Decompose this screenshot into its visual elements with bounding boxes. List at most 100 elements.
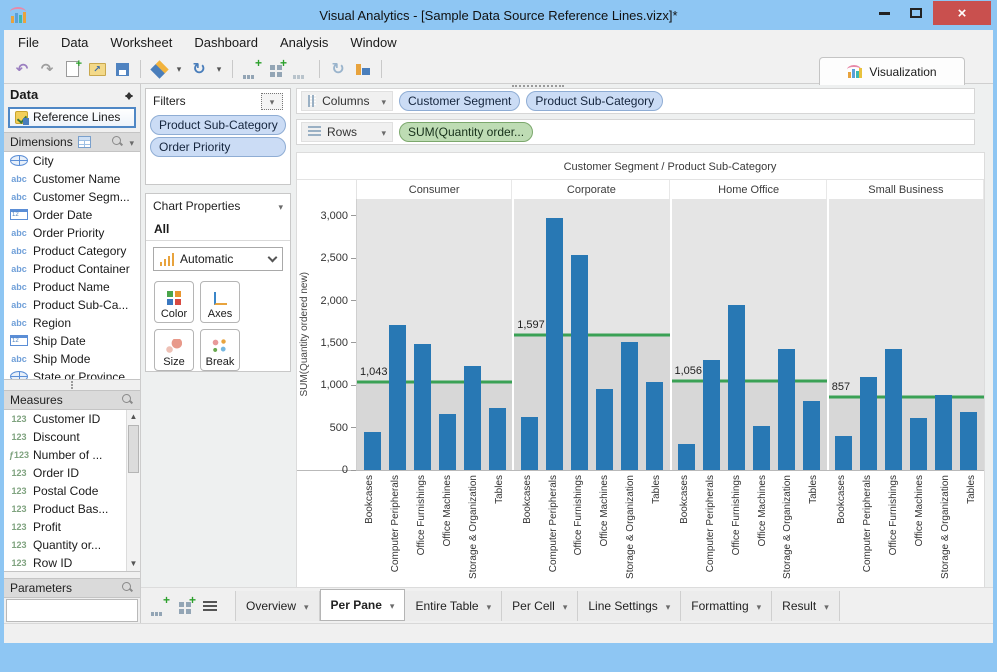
- measure-item[interactable]: Order ID: [4, 464, 140, 482]
- measure-item[interactable]: Discount: [4, 428, 140, 446]
- splitter-handle[interactable]: [512, 85, 564, 89]
- tab-visualization[interactable]: Visualization: [819, 57, 965, 85]
- bar[interactable]: [620, 342, 638, 470]
- x-category-label[interactable]: Computer Peripherals: [704, 475, 716, 573]
- dimension-item[interactable]: Ship Date: [4, 332, 140, 350]
- dimension-item[interactable]: Product Sub-Ca...: [4, 296, 140, 314]
- filter-pill-product-sub-category[interactable]: Product Sub-Category: [150, 115, 286, 135]
- x-category-label[interactable]: Computer Peripherals: [390, 475, 402, 573]
- bar[interactable]: [463, 365, 481, 470]
- dimension-item[interactable]: Order Date: [4, 206, 140, 224]
- bar[interactable]: [645, 381, 663, 470]
- tab-per-cell[interactable]: Per Cell: [502, 590, 579, 621]
- bar[interactable]: [488, 407, 506, 470]
- reference-line[interactable]: [357, 380, 513, 384]
- bar[interactable]: [520, 416, 538, 470]
- x-category-label[interactable]: Bookcases: [364, 475, 376, 524]
- data-source-reference-lines[interactable]: Reference Lines: [8, 106, 136, 129]
- columns-pill-customer-segment[interactable]: Customer Segment: [399, 91, 521, 111]
- menu-data[interactable]: Data: [60, 35, 89, 50]
- axes-button[interactable]: Axes: [200, 281, 240, 323]
- bar[interactable]: [753, 426, 771, 470]
- x-category-label[interactable]: Bookcases: [678, 475, 690, 524]
- x-category-label[interactable]: Bookcases: [836, 475, 848, 524]
- dimension-item[interactable]: Customer Name: [4, 170, 140, 188]
- x-category-label[interactable]: Storage & Organization: [467, 475, 479, 579]
- tab-formatting[interactable]: Formatting: [681, 590, 773, 621]
- dimension-item[interactable]: Order Priority: [4, 224, 140, 242]
- dimension-item[interactable]: Region: [4, 314, 140, 332]
- bar[interactable]: [703, 359, 721, 470]
- x-category-label[interactable]: Bookcases: [521, 475, 533, 524]
- search-icon[interactable]: [121, 393, 134, 406]
- dimension-item[interactable]: State or Province: [4, 368, 140, 380]
- close-button[interactable]: ×: [933, 1, 991, 25]
- undo-icon[interactable]: [12, 59, 32, 79]
- dimension-item[interactable]: Product Name: [4, 278, 140, 296]
- dimension-item[interactable]: Product Category: [4, 242, 140, 260]
- bar[interactable]: [388, 325, 406, 470]
- dimension-item[interactable]: Customer Segm...: [4, 188, 140, 206]
- tab-overview[interactable]: Overview: [235, 590, 320, 621]
- dimension-item[interactable]: Product Container: [4, 260, 140, 278]
- bar[interactable]: [545, 217, 563, 470]
- bar[interactable]: [935, 394, 953, 470]
- panel-splitter-handle[interactable]: [4, 380, 140, 390]
- dimension-item[interactable]: Ship Mode: [4, 350, 140, 368]
- rows-pill-sum-quantity[interactable]: SUM(Quantity order...: [399, 122, 534, 142]
- tab-entire-table[interactable]: Entire Table: [405, 590, 503, 621]
- measure-item[interactable]: Number of ...: [4, 446, 140, 464]
- maximize-button[interactable]: [899, 1, 933, 25]
- x-category-label[interactable]: Computer Peripherals: [862, 475, 874, 573]
- sheet-list-icon[interactable]: [201, 595, 221, 616]
- x-category-label[interactable]: Office Furnishings: [730, 475, 742, 556]
- chart-type-select[interactable]: Automatic: [153, 247, 283, 271]
- bar[interactable]: [778, 349, 796, 470]
- format-painter-icon[interactable]: [149, 59, 169, 79]
- color-button[interactable]: Color: [154, 281, 194, 323]
- parameters-list[interactable]: [6, 598, 138, 623]
- bar[interactable]: [885, 348, 903, 470]
- measure-item[interactable]: Profit: [4, 518, 140, 536]
- x-category-label[interactable]: Tables: [965, 475, 977, 504]
- x-category-label[interactable]: Computer Peripherals: [547, 475, 559, 573]
- chart-bars-icon[interactable]: [291, 59, 311, 79]
- x-category-label[interactable]: Office Furnishings: [887, 475, 899, 556]
- measure-item[interactable]: Customer ID: [4, 410, 140, 428]
- measure-item[interactable]: Postal Code: [4, 482, 140, 500]
- add-dashboard-icon[interactable]: [266, 56, 287, 79]
- sort-toggle-icon[interactable]: [125, 88, 134, 101]
- refresh-icon[interactable]: [189, 59, 209, 79]
- reference-line[interactable]: [828, 395, 984, 399]
- x-category-label[interactable]: Office Machines: [599, 475, 611, 547]
- new-worksheet-icon[interactable]: [149, 593, 170, 616]
- save-icon[interactable]: [112, 59, 132, 79]
- table-view-icon[interactable]: [77, 135, 91, 148]
- chevron-down-icon[interactable]: [129, 135, 134, 149]
- bar[interactable]: [728, 304, 746, 470]
- scrollbar-thumb[interactable]: [128, 424, 139, 473]
- bar[interactable]: [363, 432, 381, 470]
- dimension-item[interactable]: City: [4, 152, 140, 170]
- bar[interactable]: [570, 255, 588, 470]
- x-category-label[interactable]: Office Machines: [442, 475, 454, 547]
- break-button[interactable]: Break: [200, 329, 240, 371]
- menu-dashboard[interactable]: Dashboard: [194, 35, 258, 50]
- search-icon[interactable]: [121, 581, 134, 594]
- bar[interactable]: [595, 388, 613, 470]
- bar[interactable]: [860, 376, 878, 470]
- minimize-button[interactable]: [869, 1, 899, 25]
- x-category-label[interactable]: Storage & Organization: [625, 475, 637, 579]
- bar[interactable]: [910, 418, 928, 470]
- reference-line[interactable]: [514, 333, 670, 337]
- reference-line[interactable]: [671, 379, 827, 383]
- filters-dropdown-button[interactable]: [261, 92, 283, 110]
- tab-line-settings[interactable]: Line Settings: [578, 590, 682, 621]
- x-category-label[interactable]: Office Furnishings: [573, 475, 585, 556]
- tab-result[interactable]: Result: [772, 590, 840, 621]
- open-folder-icon[interactable]: [87, 59, 107, 79]
- menu-worksheet[interactable]: Worksheet: [110, 35, 173, 50]
- rows-shelf-button[interactable]: Rows: [301, 122, 393, 142]
- rotate-icon[interactable]: [328, 59, 348, 79]
- menu-file[interactable]: File: [18, 35, 39, 50]
